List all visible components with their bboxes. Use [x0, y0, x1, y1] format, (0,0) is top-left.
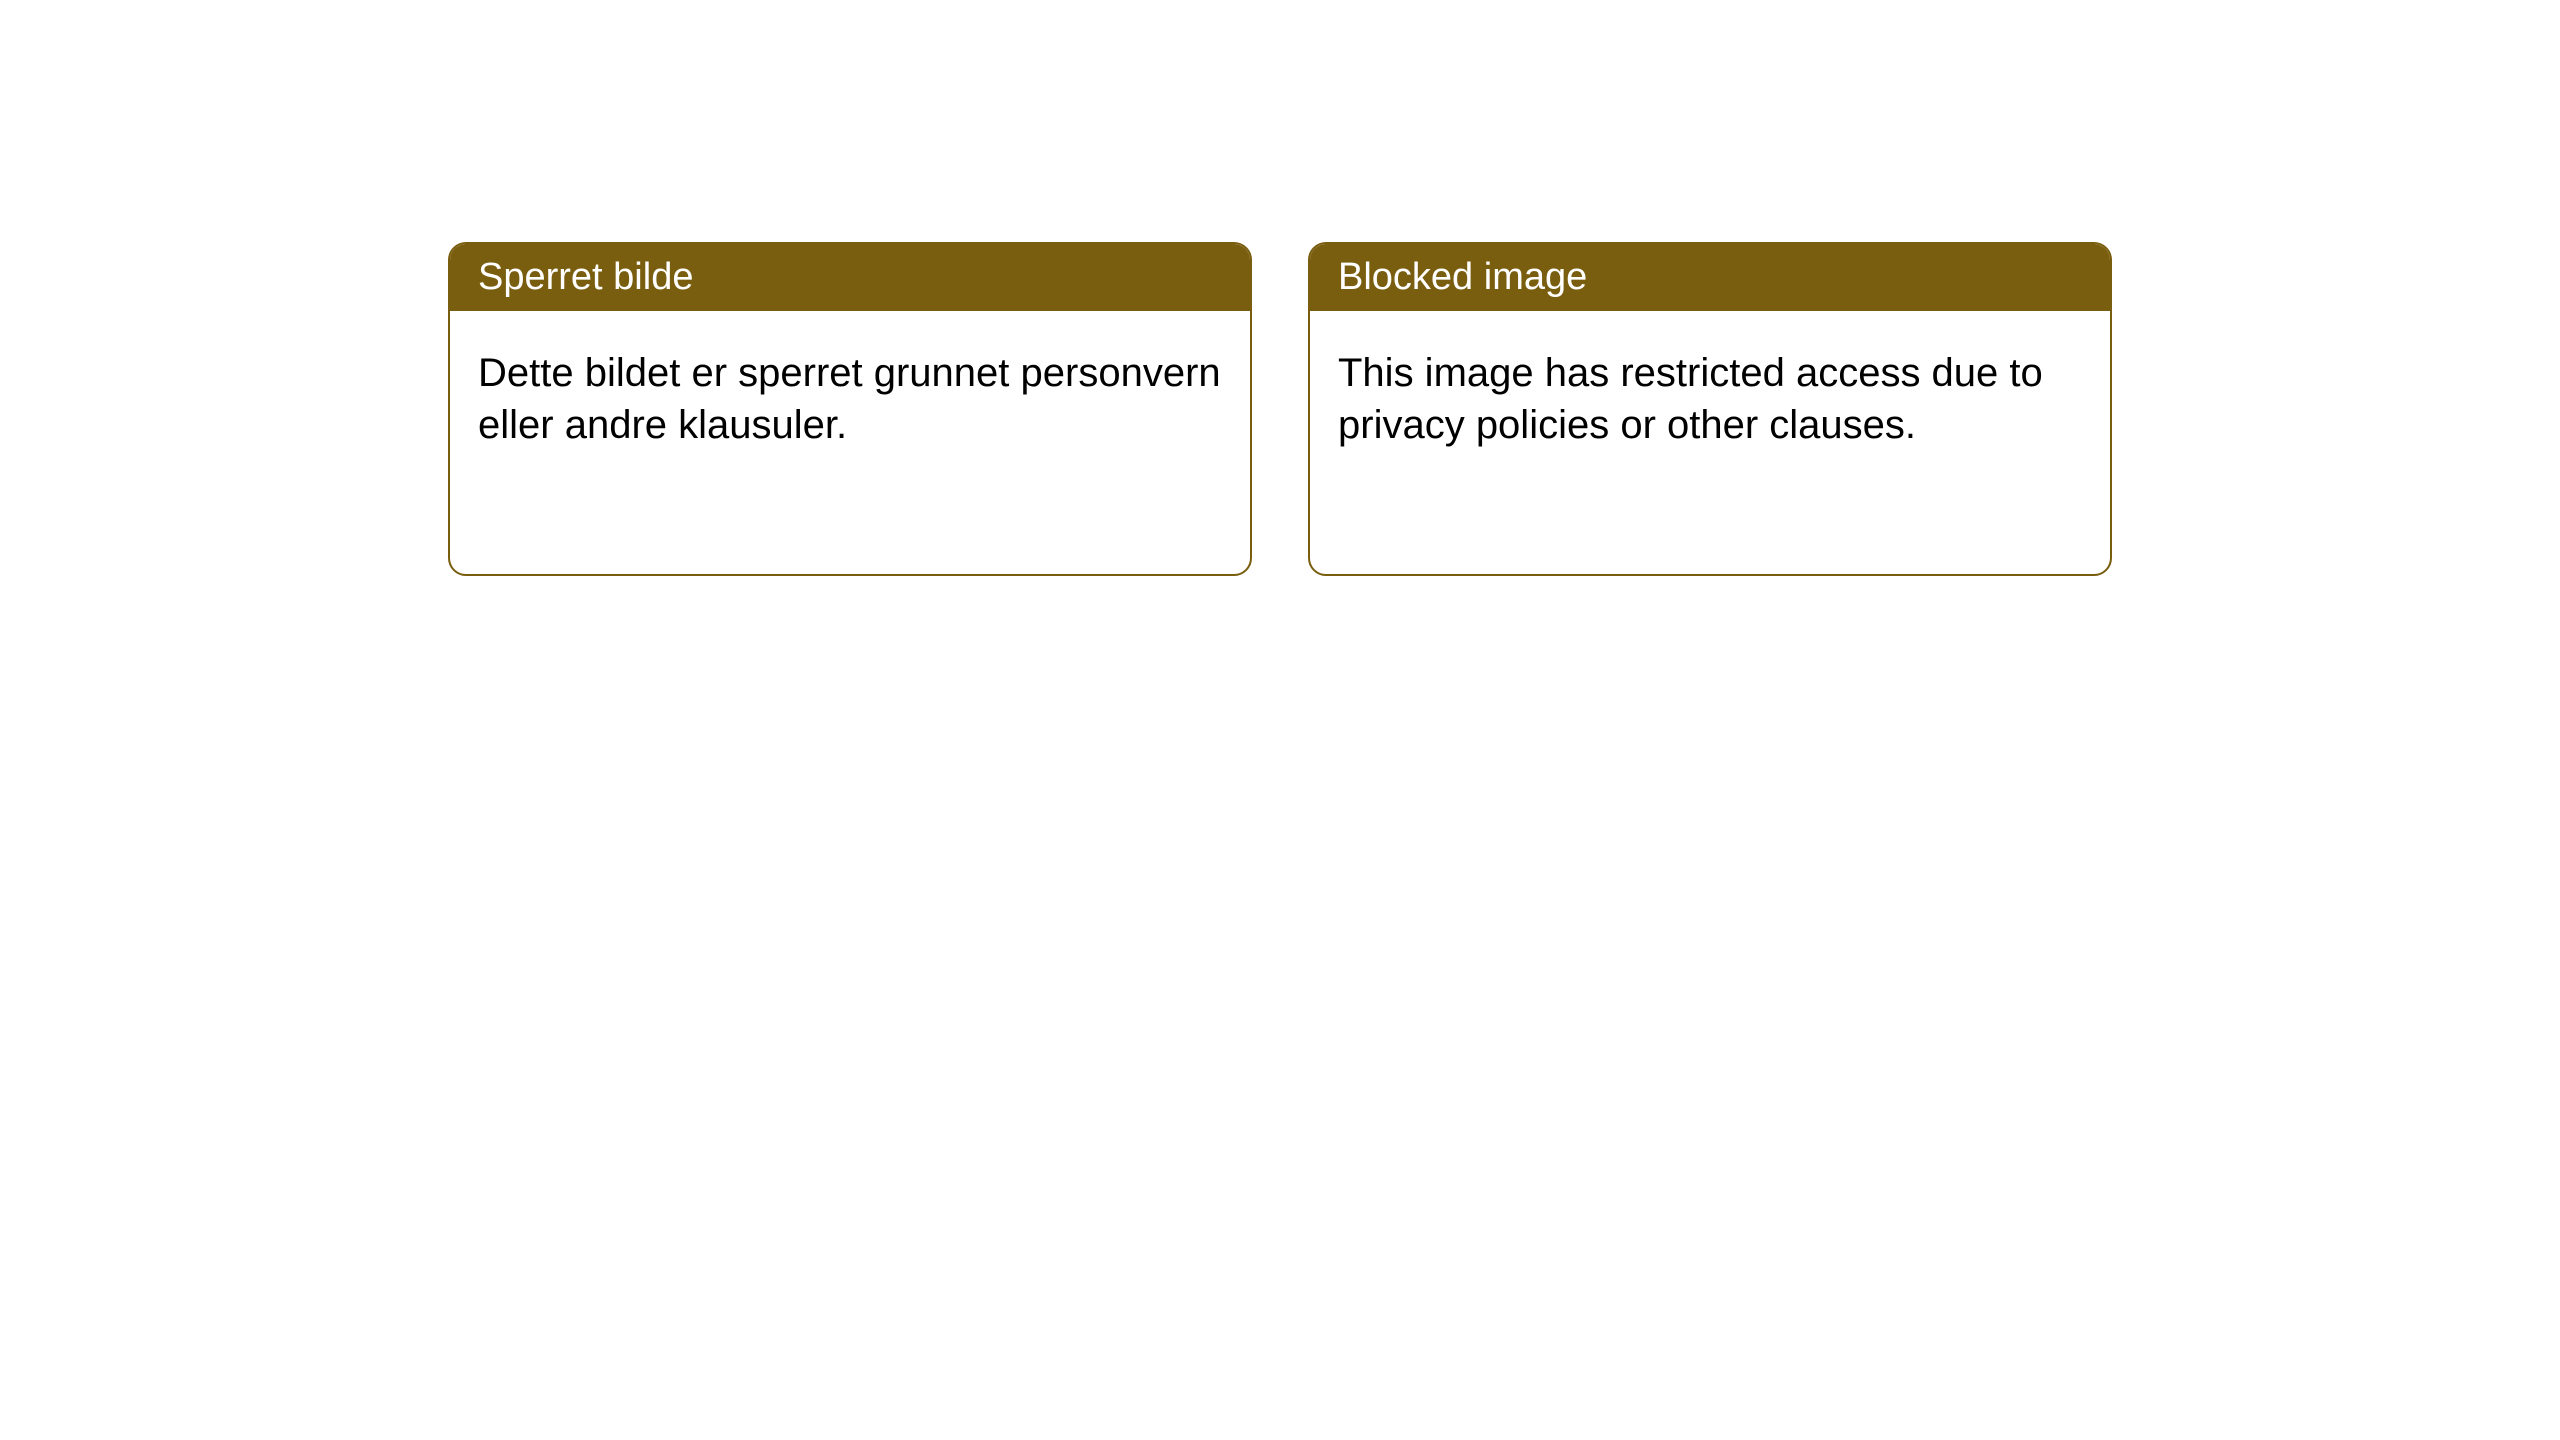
- notice-card-norwegian: Sperret bilde Dette bildet er sperret gr…: [448, 242, 1252, 576]
- notice-card-english: Blocked image This image has restricted …: [1308, 242, 2112, 576]
- notice-title-english: Blocked image: [1310, 244, 2110, 311]
- notice-body-english: This image has restricted access due to …: [1310, 311, 2110, 487]
- notice-body-norwegian: Dette bildet er sperret grunnet personve…: [450, 311, 1250, 487]
- notice-title-norwegian: Sperret bilde: [450, 244, 1250, 311]
- notice-container: Sperret bilde Dette bildet er sperret gr…: [448, 242, 2112, 576]
